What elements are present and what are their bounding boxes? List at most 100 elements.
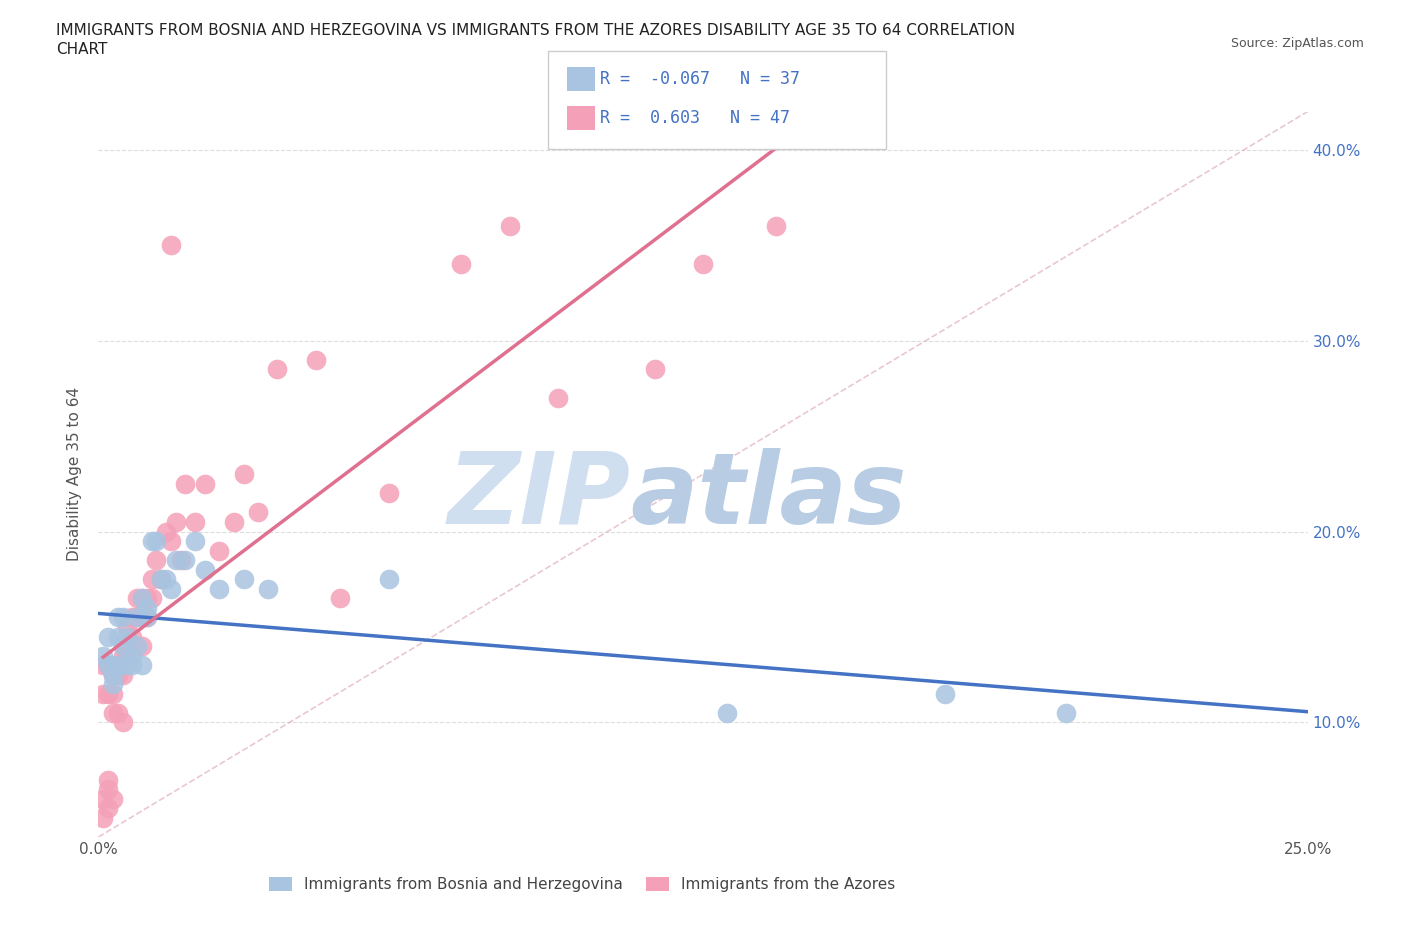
Point <box>101 706 124 721</box>
Point <box>107 629 129 644</box>
Point <box>165 514 187 529</box>
Point <box>145 534 167 549</box>
Point <box>222 514 245 529</box>
Point <box>184 534 207 549</box>
Point <box>91 686 114 701</box>
Point <box>174 552 197 567</box>
Point <box>111 610 134 625</box>
Point <box>101 791 124 806</box>
Point <box>547 391 569 405</box>
Point <box>121 610 143 625</box>
Point <box>450 257 472 272</box>
Point <box>184 514 207 529</box>
Point <box>121 629 143 644</box>
Point <box>155 572 177 587</box>
Point <box>141 591 163 605</box>
Point <box>101 658 124 672</box>
Point <box>174 476 197 491</box>
Point <box>135 610 157 625</box>
Point <box>160 238 183 253</box>
Point <box>716 706 738 721</box>
Point <box>127 639 149 654</box>
Point <box>208 581 231 596</box>
Point <box>155 525 177 539</box>
Point <box>131 591 153 605</box>
Point <box>135 591 157 605</box>
Point <box>91 810 114 825</box>
Point <box>121 658 143 672</box>
Point <box>107 610 129 625</box>
Point <box>498 219 520 233</box>
Point <box>377 572 399 587</box>
Point <box>194 476 217 491</box>
Point <box>135 610 157 625</box>
Point <box>934 686 956 701</box>
Point <box>169 552 191 567</box>
Point <box>111 715 134 730</box>
Point <box>117 658 139 672</box>
Point <box>329 591 352 605</box>
Point <box>117 619 139 634</box>
Y-axis label: Disability Age 35 to 64: Disability Age 35 to 64 <box>67 387 83 562</box>
Point <box>101 668 124 683</box>
Point <box>644 362 666 377</box>
Point <box>266 362 288 377</box>
Text: CHART: CHART <box>56 42 108 57</box>
Point <box>145 552 167 567</box>
Point <box>131 639 153 654</box>
Text: R =  0.603   N = 47: R = 0.603 N = 47 <box>600 109 790 127</box>
Point <box>107 658 129 672</box>
Point <box>97 658 120 672</box>
Point <box>117 629 139 644</box>
Point <box>111 639 134 654</box>
Point <box>97 629 120 644</box>
Text: Source: ZipAtlas.com: Source: ZipAtlas.com <box>1230 37 1364 50</box>
Point <box>305 352 328 367</box>
Point <box>256 581 278 596</box>
Point <box>97 686 120 701</box>
Point <box>150 572 173 587</box>
Point <box>117 648 139 663</box>
Legend: Immigrants from Bosnia and Herzegovina, Immigrants from the Azores: Immigrants from Bosnia and Herzegovina, … <box>263 871 901 898</box>
Point <box>97 772 120 787</box>
Point <box>101 668 124 683</box>
Point <box>135 601 157 616</box>
Text: ZIP: ZIP <box>447 447 630 545</box>
Point <box>97 782 120 797</box>
Point <box>1054 706 1077 721</box>
Point <box>692 257 714 272</box>
Point <box>111 668 134 683</box>
Point <box>127 591 149 605</box>
Point <box>232 572 254 587</box>
Point <box>208 543 231 558</box>
Point <box>91 658 114 672</box>
Point <box>232 467 254 482</box>
Text: R =  -0.067   N = 37: R = -0.067 N = 37 <box>600 70 800 88</box>
Point <box>97 801 120 816</box>
Point <box>141 534 163 549</box>
Point <box>131 658 153 672</box>
Point <box>121 648 143 663</box>
Text: atlas: atlas <box>630 447 907 545</box>
Point <box>91 648 114 663</box>
Point <box>127 610 149 625</box>
Text: IMMIGRANTS FROM BOSNIA AND HERZEGOVINA VS IMMIGRANTS FROM THE AZORES DISABILITY : IMMIGRANTS FROM BOSNIA AND HERZEGOVINA V… <box>56 23 1015 38</box>
Point <box>194 563 217 578</box>
Point <box>101 677 124 692</box>
Point <box>247 505 270 520</box>
Point <box>107 706 129 721</box>
Point <box>165 552 187 567</box>
Point <box>107 668 129 683</box>
Point <box>101 686 124 701</box>
Point <box>127 610 149 625</box>
Point <box>131 591 153 605</box>
Point <box>141 572 163 587</box>
Point <box>377 486 399 501</box>
Point <box>97 658 120 672</box>
Point <box>765 219 787 233</box>
Point <box>160 581 183 596</box>
Point <box>91 791 114 806</box>
Point <box>160 534 183 549</box>
Point <box>150 572 173 587</box>
Point <box>111 648 134 663</box>
